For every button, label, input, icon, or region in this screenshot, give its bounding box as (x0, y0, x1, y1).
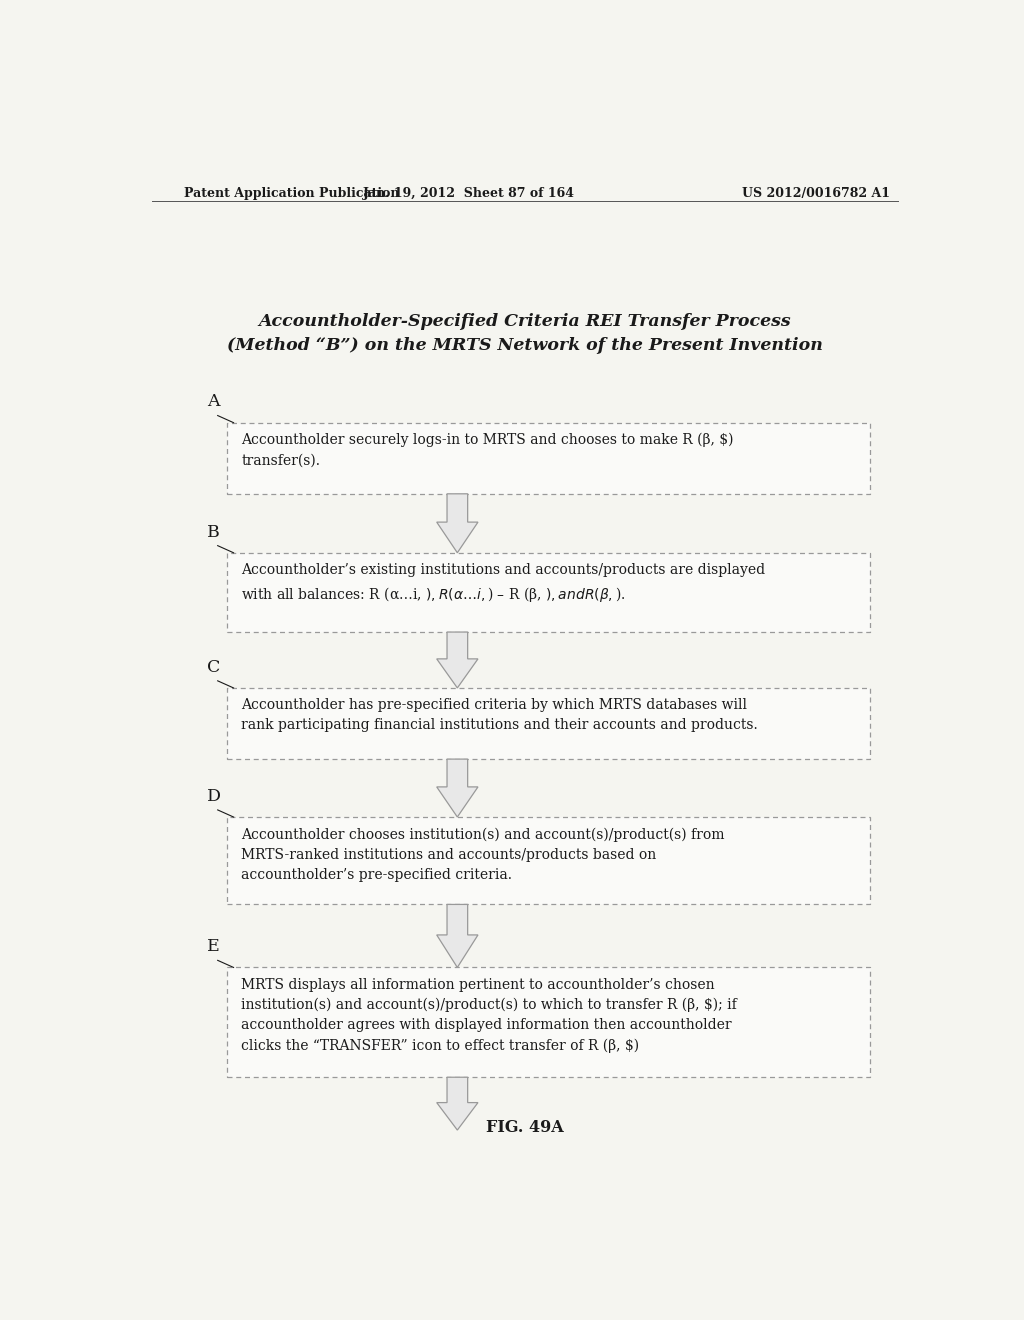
Bar (227, 817, 870, 904)
Text: Accountholder-Specified Criteria REI Transfer Process: Accountholder-Specified Criteria REI Tra… (258, 313, 792, 330)
Polygon shape (436, 1077, 478, 1130)
Text: A: A (207, 393, 220, 411)
Text: US 2012/0016782 A1: US 2012/0016782 A1 (741, 187, 890, 199)
Text: E: E (207, 939, 220, 956)
Polygon shape (436, 904, 478, 968)
Polygon shape (436, 759, 478, 817)
Bar (227, 968, 870, 1077)
Text: Accountholder securely logs-in to MRTS and chooses to make R (β, $)
transfer(s).: Accountholder securely logs-in to MRTS a… (242, 433, 734, 467)
Text: Accountholder chooses institution(s) and account(s)/product(s) from
MRTS-ranked : Accountholder chooses institution(s) and… (242, 828, 725, 882)
Text: Patent Application Publication: Patent Application Publication (183, 187, 399, 199)
Bar (227, 422, 870, 494)
Text: MRTS displays all information pertinent to accountholder’s chosen
institution(s): MRTS displays all information pertinent … (242, 978, 737, 1053)
Bar (227, 688, 870, 759)
Text: (Method “B”) on the MRTS Network of the Present Invention: (Method “B”) on the MRTS Network of the … (227, 338, 822, 354)
Text: B: B (207, 524, 220, 541)
Text: Accountholder has pre-specified criteria by which MRTS databases will
rank parti: Accountholder has pre-specified criteria… (242, 698, 758, 733)
Text: Accountholder’s existing institutions and accounts/products are displayed
with a: Accountholder’s existing institutions an… (242, 562, 766, 603)
Text: Jan. 19, 2012  Sheet 87 of 164: Jan. 19, 2012 Sheet 87 of 164 (364, 187, 575, 199)
Polygon shape (436, 632, 478, 688)
Text: FIG. 49A: FIG. 49A (486, 1119, 563, 1137)
Bar (227, 553, 870, 632)
Text: D: D (207, 788, 221, 805)
Polygon shape (436, 494, 478, 553)
Text: C: C (207, 659, 221, 676)
